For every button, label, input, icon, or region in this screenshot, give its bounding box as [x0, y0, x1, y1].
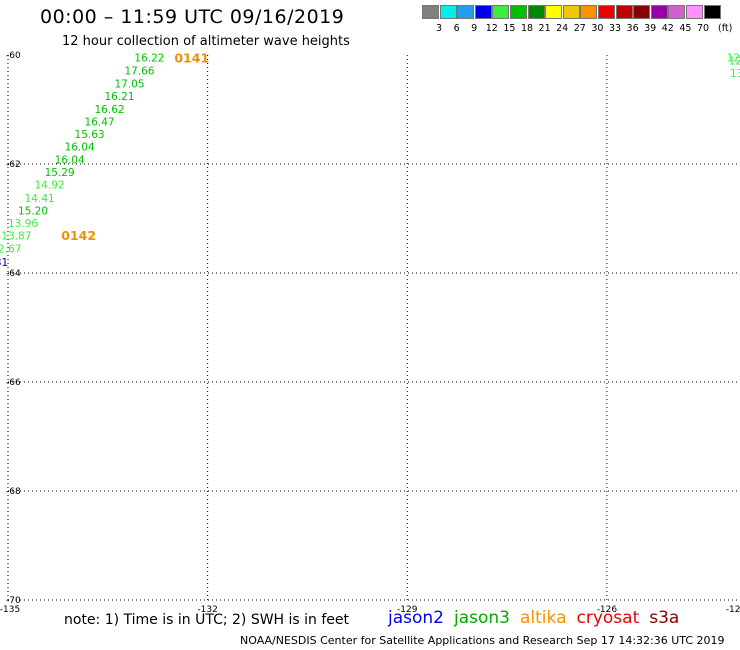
legend-swatch [562, 5, 580, 19]
satellite-label-cryosat: cryosat [576, 608, 640, 628]
color-legend: 3 6 9 12 15 18 21 24 27 30 33 36 39 42 45 70 (ft) [422, 5, 740, 35]
legend-label: 33 [608, 23, 622, 34]
legend-swatch [492, 5, 510, 19]
legend-label: 3 [435, 23, 443, 34]
wave-height-label: 14.41 [25, 193, 55, 205]
wave-height-label: 17.05 [114, 78, 144, 90]
legend-label: 27 [573, 23, 586, 34]
legend-swatch [510, 5, 527, 19]
wave-height-label: 16.21 [104, 91, 134, 103]
legend-unit: (ft) [718, 23, 733, 34]
legend-swatch [615, 5, 633, 19]
pass-time-label: 0141 [174, 51, 209, 66]
satellite-label-jason3: jason3 [454, 608, 510, 628]
wave-height-label: 15.29 [45, 167, 75, 179]
longitude-tick-label: -129 [397, 605, 418, 615]
longitude-tick-label: -135 [0, 605, 20, 615]
legend-swatch [686, 5, 703, 19]
wave-height-label: 16.04 [65, 142, 95, 154]
legend-label: 12 [485, 23, 498, 34]
page-subtitle: 12 hour collection of altimeter wave hei… [62, 34, 350, 49]
longitude-tick-label: -124 [726, 605, 740, 615]
axis-ticks: -60-62-64-66-68-70-135-132-129-126-123-1… [0, 51, 740, 615]
wave-height-label: 13.87 [1, 230, 31, 242]
page-title: 00:00 – 11:59 UTC 09/16/2019 [40, 6, 345, 28]
legend-label: 30 [591, 23, 604, 34]
satellite-legend: jason2 jason3 altika cryosat s3a [388, 608, 689, 628]
longitude-tick-label: -126 [597, 605, 618, 615]
wave-height-label: 11.81 [0, 257, 8, 269]
legend-label: 42 [661, 23, 674, 34]
legend-label: 36 [626, 23, 639, 34]
satellite-label-jason2: jason2 [388, 608, 444, 628]
wave-height-label: 13.07 [730, 68, 740, 80]
wave-height-label: 16.04 [55, 155, 85, 167]
wave-height-label: 16.47 [85, 116, 115, 128]
legend-label: 15 [503, 23, 516, 34]
legend-swatch [580, 5, 598, 19]
legend-swatch [474, 5, 492, 19]
satellite-label-altika: altika [520, 608, 567, 628]
pass-time-label: 0142 [61, 228, 96, 243]
latitude-tick-label: -62 [6, 160, 21, 170]
satellite-label-s3a: s3a [649, 608, 680, 628]
legend-swatch [633, 5, 651, 19]
wave-height-label: 16.22 [134, 53, 164, 65]
legend-label: 39 [644, 23, 657, 34]
legend-swatch [545, 5, 563, 19]
legend-swatch [439, 5, 457, 19]
legend-label: 6 [453, 23, 460, 34]
pass-time-labels: 0141014207090708 [61, 51, 209, 243]
wave-height-label: 16.62 [95, 104, 125, 116]
latitude-tick-label: -68 [6, 487, 21, 497]
wave-height-label: 15.63 [75, 129, 105, 141]
latitude-tick-label: -64 [6, 269, 21, 279]
legend-swatch [422, 5, 439, 19]
legend-swatch [457, 5, 475, 19]
legend-swatch [650, 5, 668, 19]
wave-height-label: 12.96 [729, 55, 740, 67]
latitude-tick-label: -70 [6, 596, 21, 606]
footnote: note: 1) Time is in UTC; 2) SWH is in fe… [64, 612, 350, 628]
legend-swatch [703, 5, 721, 19]
legend-label: 18 [520, 23, 534, 34]
legend-swatch [668, 5, 686, 19]
latitude-tick-label: -66 [6, 378, 21, 388]
longitude-tick-label: -132 [197, 605, 217, 615]
wave-height-label: 14.92 [35, 180, 65, 192]
map-grid [7, 55, 740, 601]
legend-label: 24 [556, 23, 569, 34]
wave-height-label: 15.20 [18, 205, 48, 217]
legend-label: 45 [679, 23, 692, 34]
legend-swatch [527, 5, 545, 19]
wave-height-label: 17.66 [124, 65, 154, 77]
legend-swatch [598, 5, 615, 19]
legend-label: 21 [538, 23, 551, 34]
wave-height-label: 12.58 [727, 53, 740, 65]
wave-height-label: 12.67 [0, 243, 21, 255]
credit-line: NOAA/NESDIS Center for Satellite Applica… [240, 634, 725, 647]
latitude-tick-label: -60 [6, 51, 21, 61]
legend-label: 9 [471, 23, 478, 34]
wave-height-label: 13.96 [8, 218, 38, 230]
legend-label: 70 [696, 23, 710, 34]
observation-labels: 16.2217.6617.0516.2116.6216.4715.6316.04… [0, 53, 740, 269]
